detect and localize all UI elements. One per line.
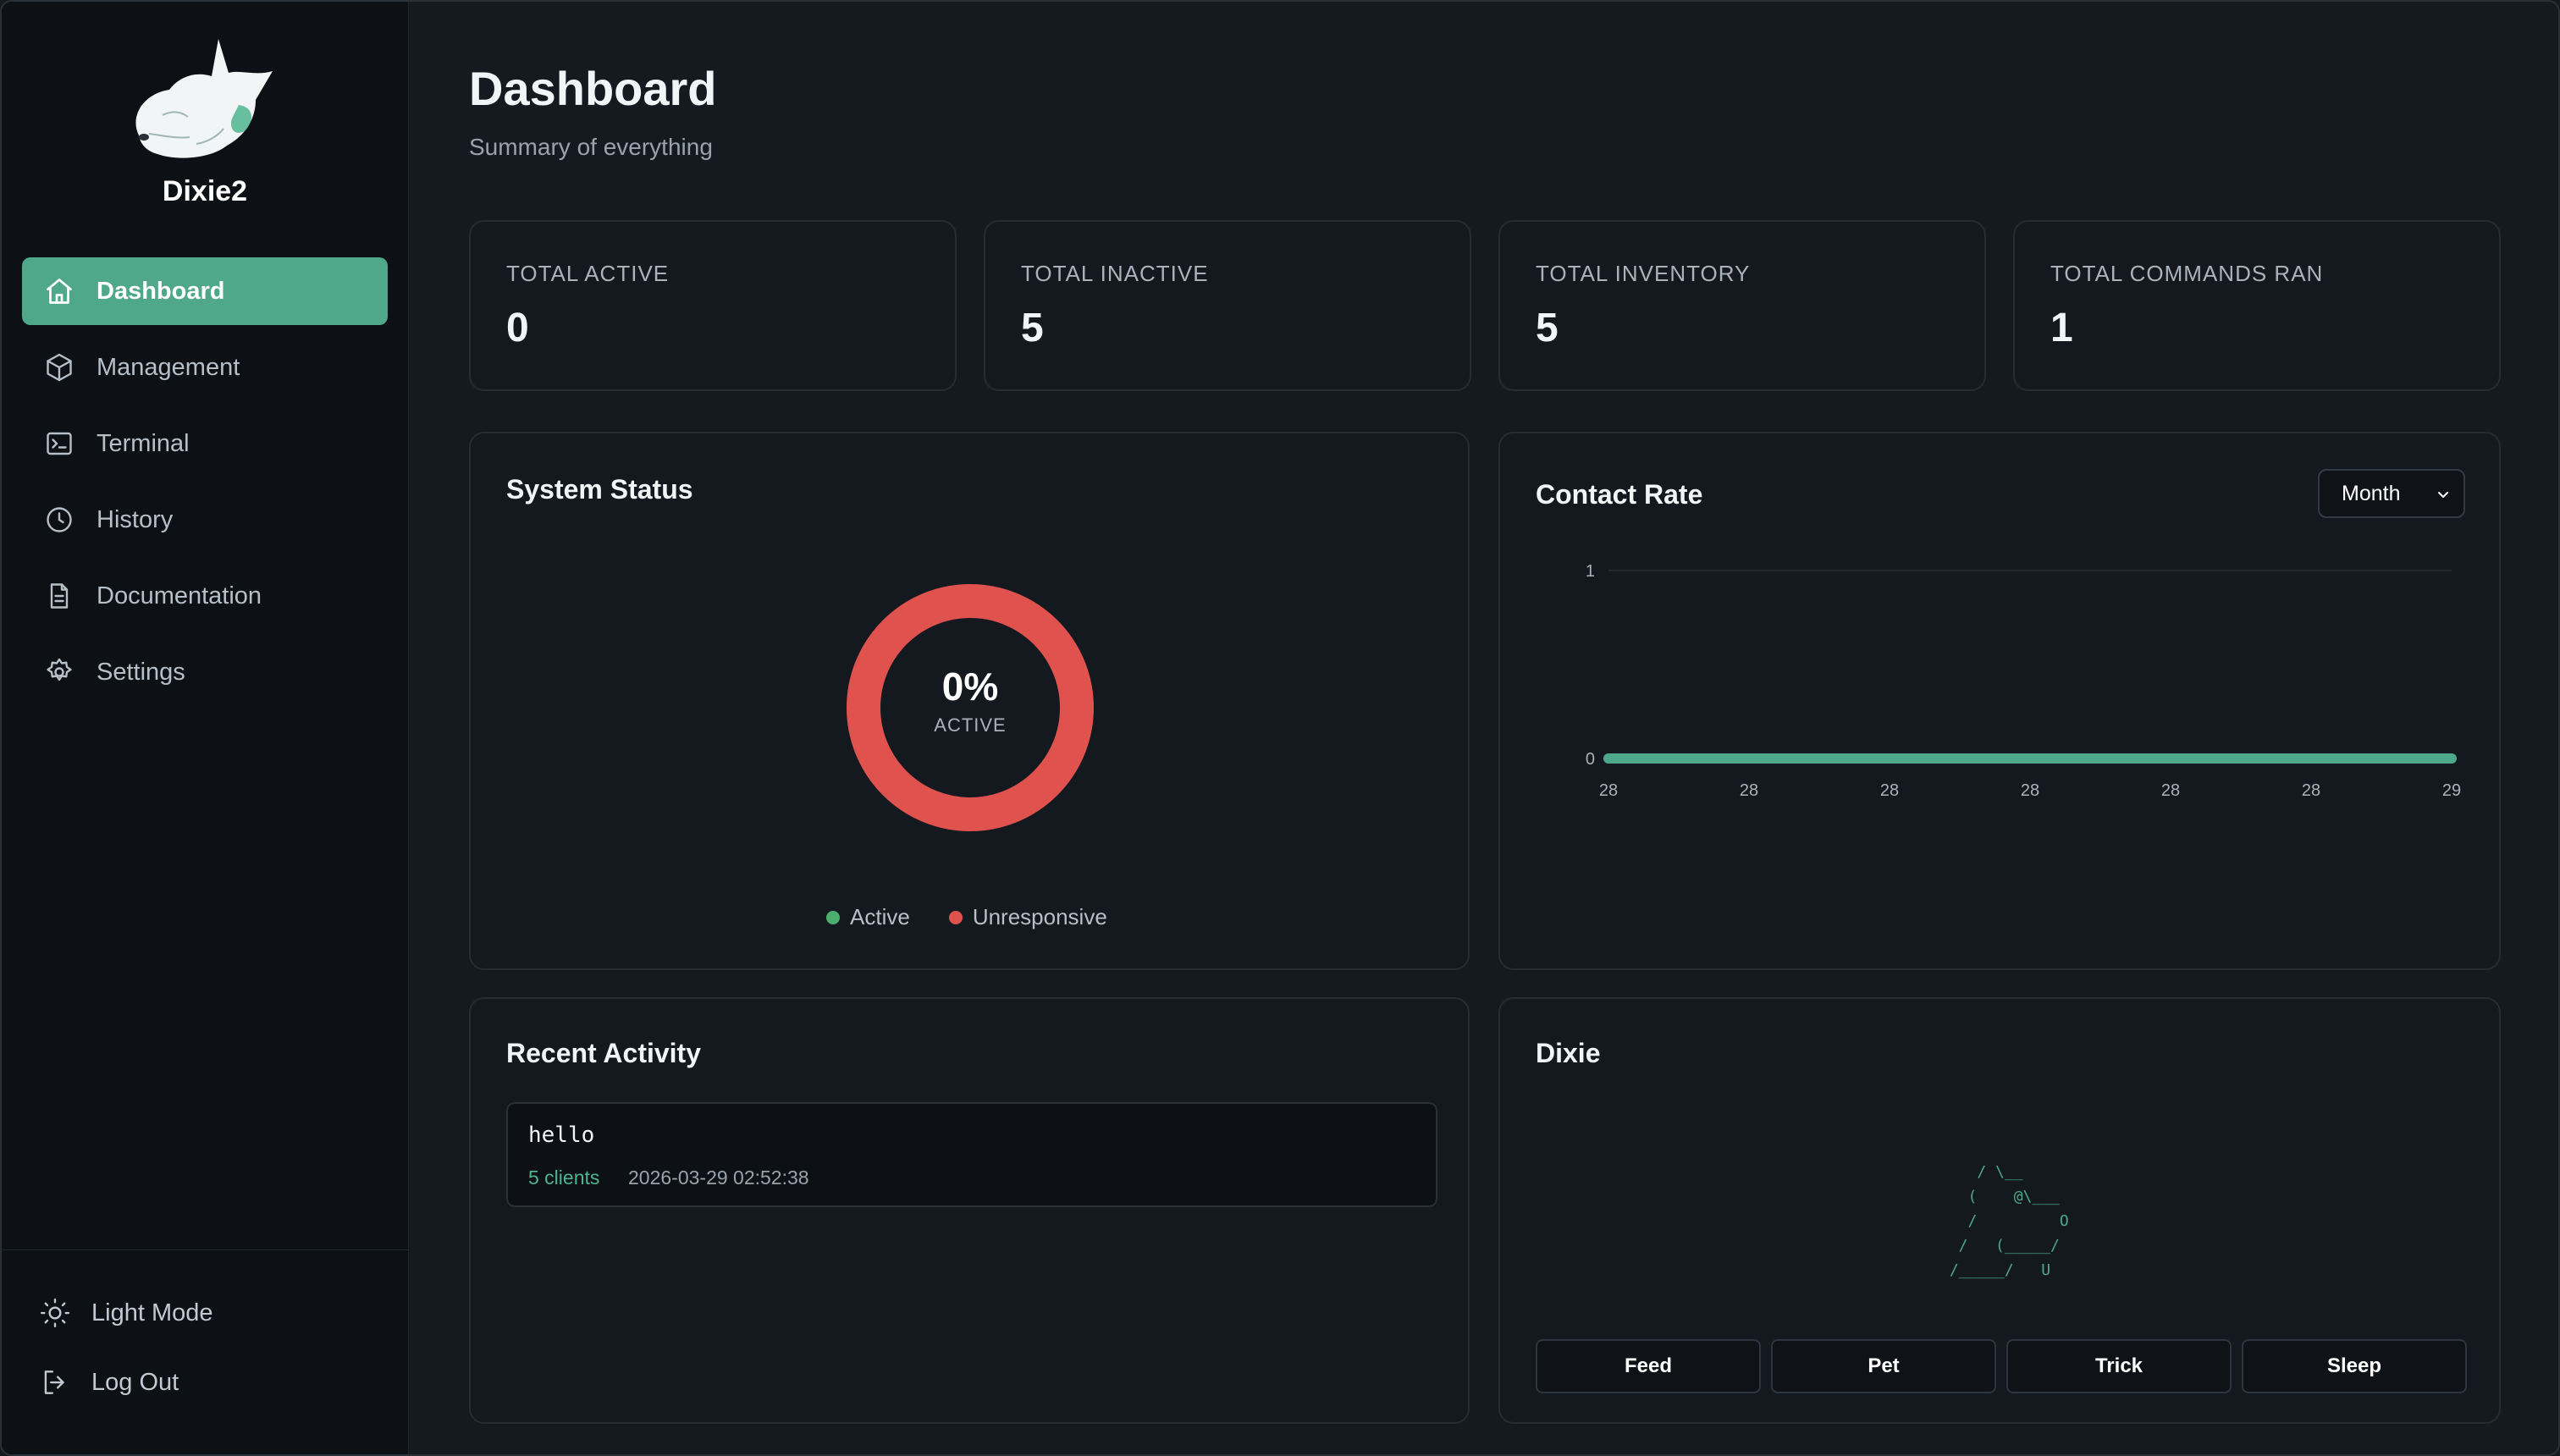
logout-icon xyxy=(44,1371,64,1394)
donut-center: 0% ACTIVE xyxy=(843,664,1097,736)
card-title: Recent Activity xyxy=(506,1038,701,1068)
x-tick-label: 28 xyxy=(1599,781,1618,800)
legend-swatch-active xyxy=(826,910,840,924)
status-donut-chart xyxy=(847,584,1094,831)
dixie-card: Dixie / \__ ( @\___ / O / (_____/ /_____… xyxy=(1498,997,2501,1424)
x-tick-label: 28 xyxy=(1880,781,1899,800)
stat-value: 5 xyxy=(1021,306,1044,350)
sidebar-item-label: Documentation xyxy=(97,582,262,609)
status-legend: Active Unresponsive xyxy=(826,904,1107,930)
stat-card-total-inventory: TOTAL INVENTORY 5 xyxy=(1498,220,1986,391)
logout-button[interactable]: Log Out xyxy=(39,1366,179,1398)
contact-rate-card: Contact Rate Month 0 1 28 28 28 28 28 28 29 xyxy=(1498,432,2501,970)
legend-label-unresponsive: Unresponsive xyxy=(972,904,1107,929)
dixie-ascii-art: / \__ ( @\___ / O / (_____/ /_____/ U xyxy=(1949,1163,2069,1279)
dixie-logo xyxy=(129,34,281,169)
feed-button[interactable]: Feed xyxy=(1536,1339,1761,1393)
activity-command: hello xyxy=(528,1122,595,1148)
legend-swatch-unresponsive xyxy=(948,910,963,924)
sidebar-nav: Dashboard Management Terminal History Do… xyxy=(22,257,388,714)
sidebar: Dixie2 Dashboard Management Terminal His… xyxy=(2,2,409,1454)
light-mode-toggle[interactable]: Light Mode xyxy=(39,1297,213,1329)
sidebar-item-settings[interactable]: Settings xyxy=(22,638,388,706)
sidebar-item-history[interactable]: History xyxy=(22,486,388,554)
box-icon xyxy=(47,353,72,382)
sidebar-divider xyxy=(2,1249,408,1250)
sidebar-item-label: History xyxy=(97,505,174,533)
range-select[interactable]: Month xyxy=(2318,469,2465,518)
y-tick-label: 1 xyxy=(1586,562,1595,581)
donut-percent: 0% xyxy=(941,665,999,709)
page-subtitle: Summary of everything xyxy=(469,134,713,160)
stat-label: TOTAL INACTIVE xyxy=(1021,261,1209,286)
activity-timestamp: 2026-03-29 02:52:38 xyxy=(628,1166,809,1189)
stat-label: TOTAL INVENTORY xyxy=(1536,261,1751,286)
range-select-value: Month xyxy=(2342,481,2401,505)
pet-button[interactable]: Pet xyxy=(1771,1339,1996,1393)
sun-icon xyxy=(40,1298,70,1328)
sidebar-item-documentation[interactable]: Documentation xyxy=(22,562,388,630)
sleep-button[interactable]: Sleep xyxy=(2242,1339,2467,1393)
activity-entry[interactable]: hello 5 clients 2026-03-29 02:52:38 xyxy=(506,1102,1437,1207)
terminal-icon xyxy=(47,432,72,455)
donut-slice-unresponsive xyxy=(847,584,1094,831)
system-status-card: System Status 0% ACTIVE Active Unrespons… xyxy=(469,432,1470,970)
clock-icon xyxy=(47,507,72,532)
sidebar-item-label: Management xyxy=(97,353,240,381)
donut-label: ACTIVE xyxy=(934,714,1007,736)
legend-label-active: Active xyxy=(850,904,910,929)
document-icon xyxy=(50,583,69,609)
sidebar-item-label: Terminal xyxy=(97,429,190,457)
sidebar-item-management[interactable]: Management xyxy=(22,334,388,401)
x-tick-label: 29 xyxy=(2442,781,2461,800)
stat-value: 1 xyxy=(2050,306,2073,350)
stat-card-total-active: TOTAL ACTIVE 0 xyxy=(469,220,957,391)
stat-card-total-commands-ran: TOTAL COMMANDS RAN 1 xyxy=(2013,220,2501,391)
card-title: System Status xyxy=(506,474,693,505)
stat-label: TOTAL ACTIVE xyxy=(506,261,670,286)
trick-button[interactable]: Trick xyxy=(2006,1339,2232,1393)
stat-label: TOTAL COMMANDS RAN xyxy=(2050,261,2324,286)
stat-value: 0 xyxy=(506,306,529,350)
card-title: Dixie xyxy=(1536,1038,1601,1068)
logout-label: Log Out xyxy=(91,1368,179,1396)
sidebar-item-label: Settings xyxy=(97,658,185,686)
brand-name: Dixie2 xyxy=(162,175,248,207)
activity-clients: 5 clients xyxy=(528,1166,600,1189)
sidebar-item-terminal[interactable]: Terminal xyxy=(22,410,388,477)
gear-icon xyxy=(47,658,72,681)
page-title: Dashboard xyxy=(469,62,717,115)
x-tick-label: 28 xyxy=(1740,781,1758,800)
recent-activity-card: Recent Activity hello 5 clients 2026-03-… xyxy=(469,997,1470,1424)
stat-card-total-inactive: TOTAL INACTIVE 5 xyxy=(984,220,1471,391)
card-title: Contact Rate xyxy=(1536,479,1703,510)
x-tick-label: 28 xyxy=(2302,781,2320,800)
contact-rate-line-chart: 0 1 28 28 28 28 28 28 29 xyxy=(1586,562,2461,800)
x-tick-label: 28 xyxy=(2021,781,2039,800)
x-tick-label: 28 xyxy=(2161,781,2180,800)
chevron-down-icon xyxy=(2438,492,2448,498)
light-mode-label: Light Mode xyxy=(91,1299,213,1326)
sidebar-item-dashboard[interactable]: Dashboard xyxy=(22,257,388,325)
stat-value: 5 xyxy=(1536,306,1559,350)
home-icon xyxy=(47,279,72,304)
y-tick-label: 0 xyxy=(1586,750,1595,769)
sidebar-item-label: Dashboard xyxy=(97,277,225,305)
